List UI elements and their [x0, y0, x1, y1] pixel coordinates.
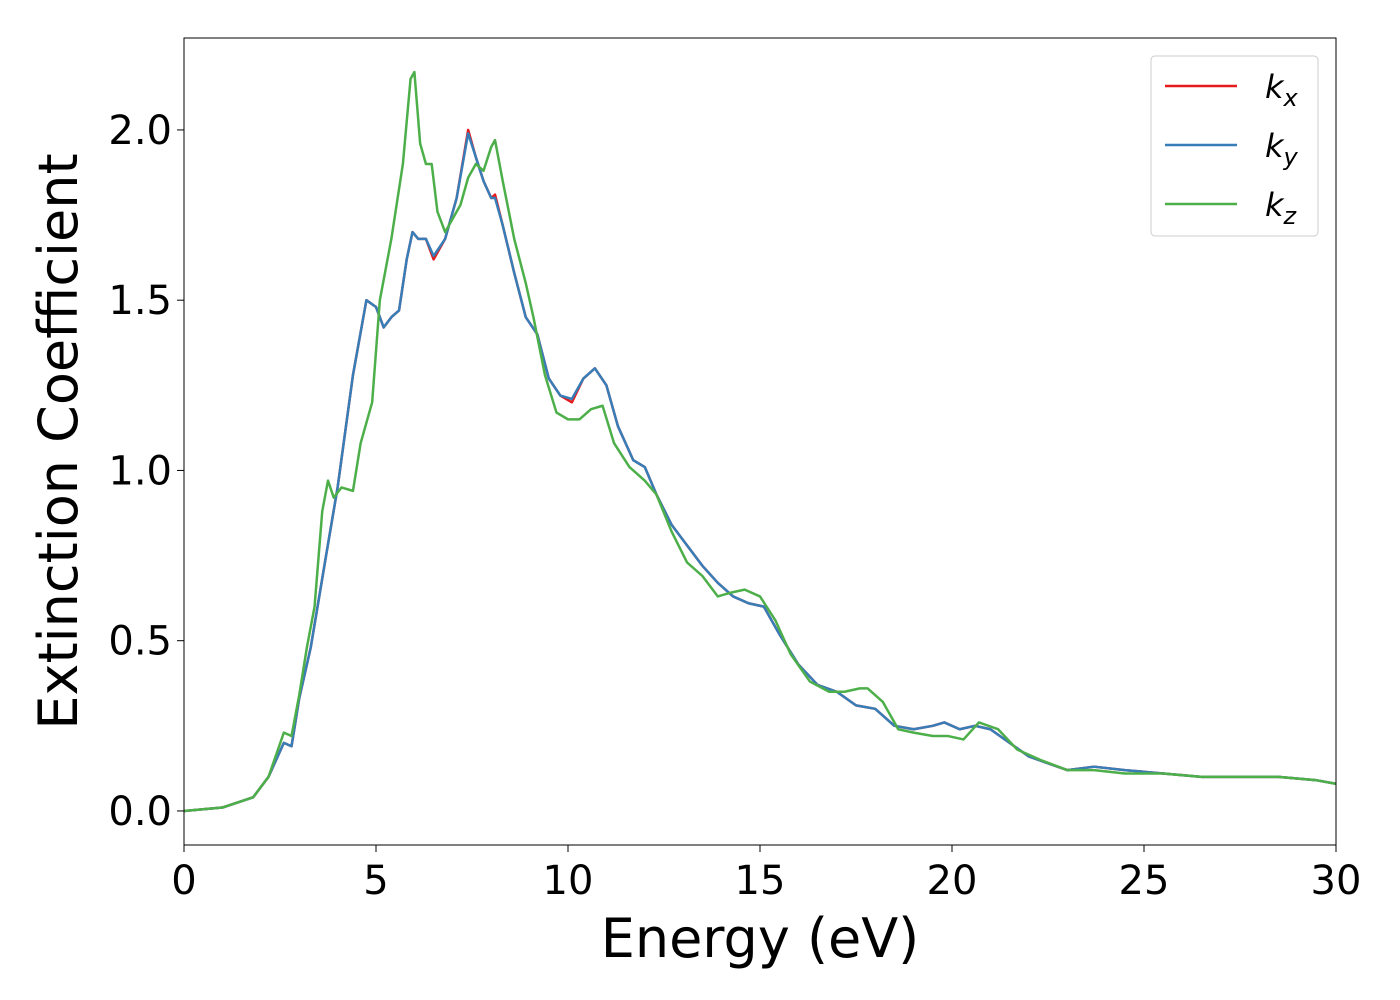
- x-tick-label: 5: [363, 858, 388, 904]
- x-tick-label: 25: [1119, 858, 1170, 904]
- y-tick-label: 0.5: [108, 619, 172, 665]
- y-axis-title: Extinction Coefficient: [27, 153, 90, 729]
- x-axis-title: Energy (eV): [601, 907, 920, 970]
- x-tick-label: 10: [543, 858, 594, 904]
- x-tick-label: 30: [1311, 858, 1362, 904]
- legend-label-k-y: ky: [1265, 127, 1299, 171]
- series-line-k-z: [184, 70, 1336, 813]
- y-tick-label: 2.0: [108, 108, 172, 154]
- series-layer: [184, 70, 1336, 813]
- x-tick-label: 20: [927, 858, 978, 904]
- x-tick-label: 0: [171, 858, 196, 904]
- y-tick-label: 1.0: [108, 448, 172, 494]
- y-tick-label: 0.0: [108, 789, 172, 835]
- series-line-k-y: [184, 132, 1336, 813]
- legend: kx ky kz: [1150, 55, 1319, 237]
- y-tick-label: 1.5: [108, 278, 172, 324]
- x-tick-label: 15: [735, 858, 786, 904]
- legend-label-k-z: kz: [1265, 186, 1298, 230]
- legend-label-k-x: kx: [1265, 68, 1299, 112]
- x-axis-ticks: 0 5 10 15 20 25 30: [171, 845, 1361, 904]
- y-axis-ticks: 0.0 0.5 1.0 1.5 2.0: [108, 108, 184, 835]
